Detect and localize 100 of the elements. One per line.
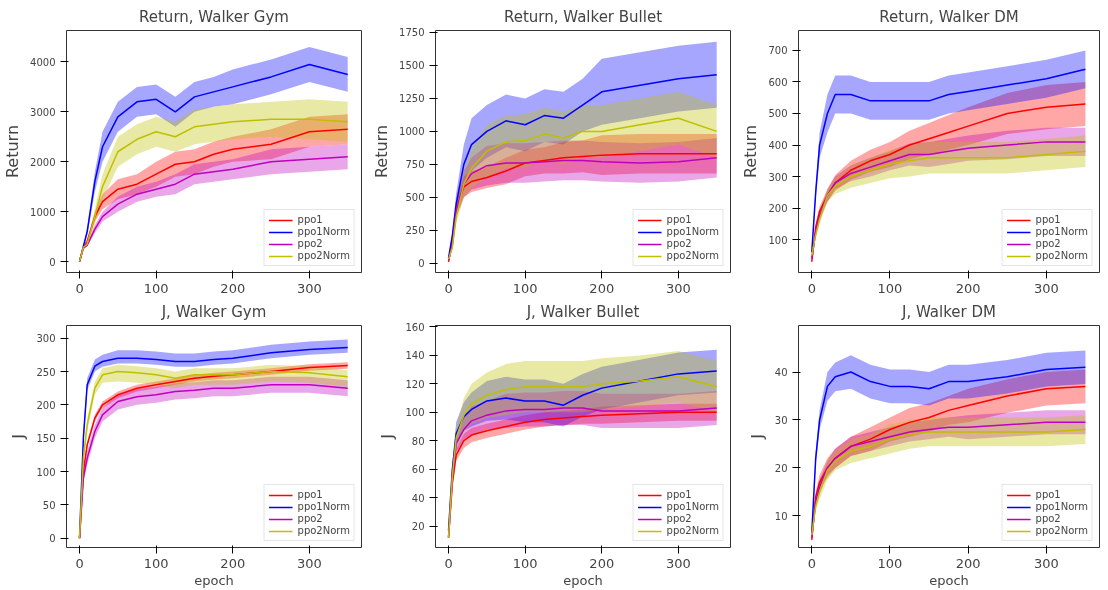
y-tick-label: 250	[36, 366, 56, 378]
y-axis-title: J	[747, 434, 767, 440]
y-tick-label: 2000	[30, 156, 56, 168]
legend-label: ppo1Norm	[666, 226, 719, 237]
y-tick-label: 10	[774, 510, 788, 522]
x-tick-label: 300	[296, 280, 322, 296]
x-tick-label: 300	[665, 280, 691, 296]
y-tick-label: 1000	[30, 206, 56, 218]
x-tick-label: 0	[444, 555, 453, 571]
y-tick-label: 200	[36, 399, 56, 411]
legend-label: ppo2	[297, 238, 323, 249]
x-tick-label: 100	[143, 555, 169, 571]
y-tick-label: 0	[49, 256, 56, 268]
y-tick-label: 1500	[399, 60, 425, 72]
y-axis-title: Return	[741, 124, 761, 179]
y-tick-label: 300	[36, 333, 56, 345]
chart-title: Return, Walker Bullet	[503, 7, 663, 26]
chart-title: Return, Walker DM	[879, 7, 1019, 26]
legend-label: ppo1	[1035, 489, 1061, 500]
x-tick-label: 100	[512, 555, 538, 571]
legend-label: ppo2Norm	[1035, 525, 1088, 536]
legend-label: ppo2	[666, 513, 692, 524]
y-tick-label: 160	[405, 321, 425, 333]
chart-title: J, Walker DM	[901, 302, 996, 321]
y-tick-label: 120	[405, 378, 425, 390]
y-tick-label: 3000	[30, 106, 56, 118]
y-tick-label: 40	[774, 367, 788, 379]
y-tick-label: 400	[768, 140, 788, 152]
legend-label: ppo1	[297, 489, 323, 500]
y-tick-label: 1000	[399, 126, 425, 138]
y-tick-label: 500	[768, 108, 788, 120]
legend-label: ppo2Norm	[1035, 250, 1088, 261]
y-axis-title: J	[9, 434, 29, 440]
y-tick-label: 80	[411, 435, 425, 447]
y-tick-label: 750	[405, 159, 425, 171]
x-tick-label: 0	[444, 280, 453, 296]
x-tick-label: 0	[807, 280, 816, 296]
y-axis-title: Return	[372, 124, 392, 179]
y-tick-label: 200	[768, 203, 788, 215]
y-tick-label: 50	[42, 499, 56, 511]
y-tick-label: 140	[405, 350, 425, 362]
x-tick-label: 300	[1033, 280, 1059, 296]
y-tick-label: 40	[411, 492, 425, 504]
chart-title: J, Walker Bullet	[525, 302, 640, 321]
y-axis-title: Return	[3, 124, 23, 179]
x-tick-label: 300	[296, 555, 322, 571]
x-tick-label: 200	[220, 280, 246, 296]
legend-label: ppo2Norm	[666, 525, 719, 536]
y-tick-label: 150	[36, 433, 56, 445]
y-tick-label: 1750	[399, 27, 425, 39]
y-tick-label: 500	[405, 192, 425, 204]
x-tick-label: 0	[75, 280, 84, 296]
legend-label: ppo2	[297, 513, 323, 524]
x-tick-label: 100	[512, 280, 538, 296]
x-tick-label: 200	[589, 555, 615, 571]
x-tick-label: 300	[665, 555, 691, 571]
y-tick-label: 100	[36, 466, 56, 478]
x-tick-label: 0	[75, 555, 84, 571]
x-tick-label: 200	[955, 280, 981, 296]
x-tick-label: 100	[143, 280, 169, 296]
legend-label: ppo1Norm	[666, 501, 719, 512]
x-axis-title: epoch	[563, 572, 603, 588]
legend-label: ppo2	[1035, 513, 1061, 524]
x-tick-label: 200	[220, 555, 246, 571]
y-tick-label: 20	[774, 462, 788, 474]
x-tick-label: 0	[807, 555, 816, 571]
legend-label: ppo1	[1035, 214, 1061, 225]
legend-label: ppo1Norm	[1035, 226, 1088, 237]
y-tick-label: 20	[411, 521, 425, 533]
y-tick-label: 600	[768, 76, 788, 88]
y-tick-label: 0	[418, 258, 425, 270]
legend-label: ppo1	[297, 214, 323, 225]
y-tick-label: 4000	[30, 56, 56, 68]
x-axis-title: epoch	[929, 572, 969, 588]
x-tick-label: 300	[1033, 555, 1059, 571]
x-tick-label: 200	[955, 555, 981, 571]
y-axis-title: J	[378, 434, 398, 440]
y-tick-label: 60	[411, 464, 425, 476]
y-tick-label: 300	[768, 171, 788, 183]
legend-label: ppo1Norm	[297, 501, 350, 512]
legend-label: ppo2Norm	[666, 250, 719, 261]
x-tick-label: 100	[877, 555, 903, 571]
y-tick-label: 1250	[399, 93, 425, 105]
legend-label: ppo2Norm	[297, 525, 350, 536]
chart-title: J, Walker Gym	[160, 302, 267, 321]
chart-title: Return, Walker Gym	[139, 7, 289, 26]
legend-label: ppo2	[666, 238, 692, 249]
y-tick-label: 700	[768, 45, 788, 57]
y-tick-label: 250	[405, 225, 425, 237]
x-axis-title: epoch	[194, 572, 234, 588]
y-tick-label: 100	[768, 234, 788, 246]
y-tick-label: 0	[49, 533, 56, 545]
legend-label: ppo1Norm	[297, 226, 350, 237]
x-tick-label: 100	[877, 280, 903, 296]
legend-label: ppo1Norm	[1035, 501, 1088, 512]
y-tick-label: 30	[774, 414, 788, 426]
y-tick-label: 100	[405, 407, 425, 419]
legend-label: ppo2	[1035, 238, 1061, 249]
legend-label: ppo2Norm	[297, 250, 350, 261]
legend-label: ppo1	[666, 489, 692, 500]
